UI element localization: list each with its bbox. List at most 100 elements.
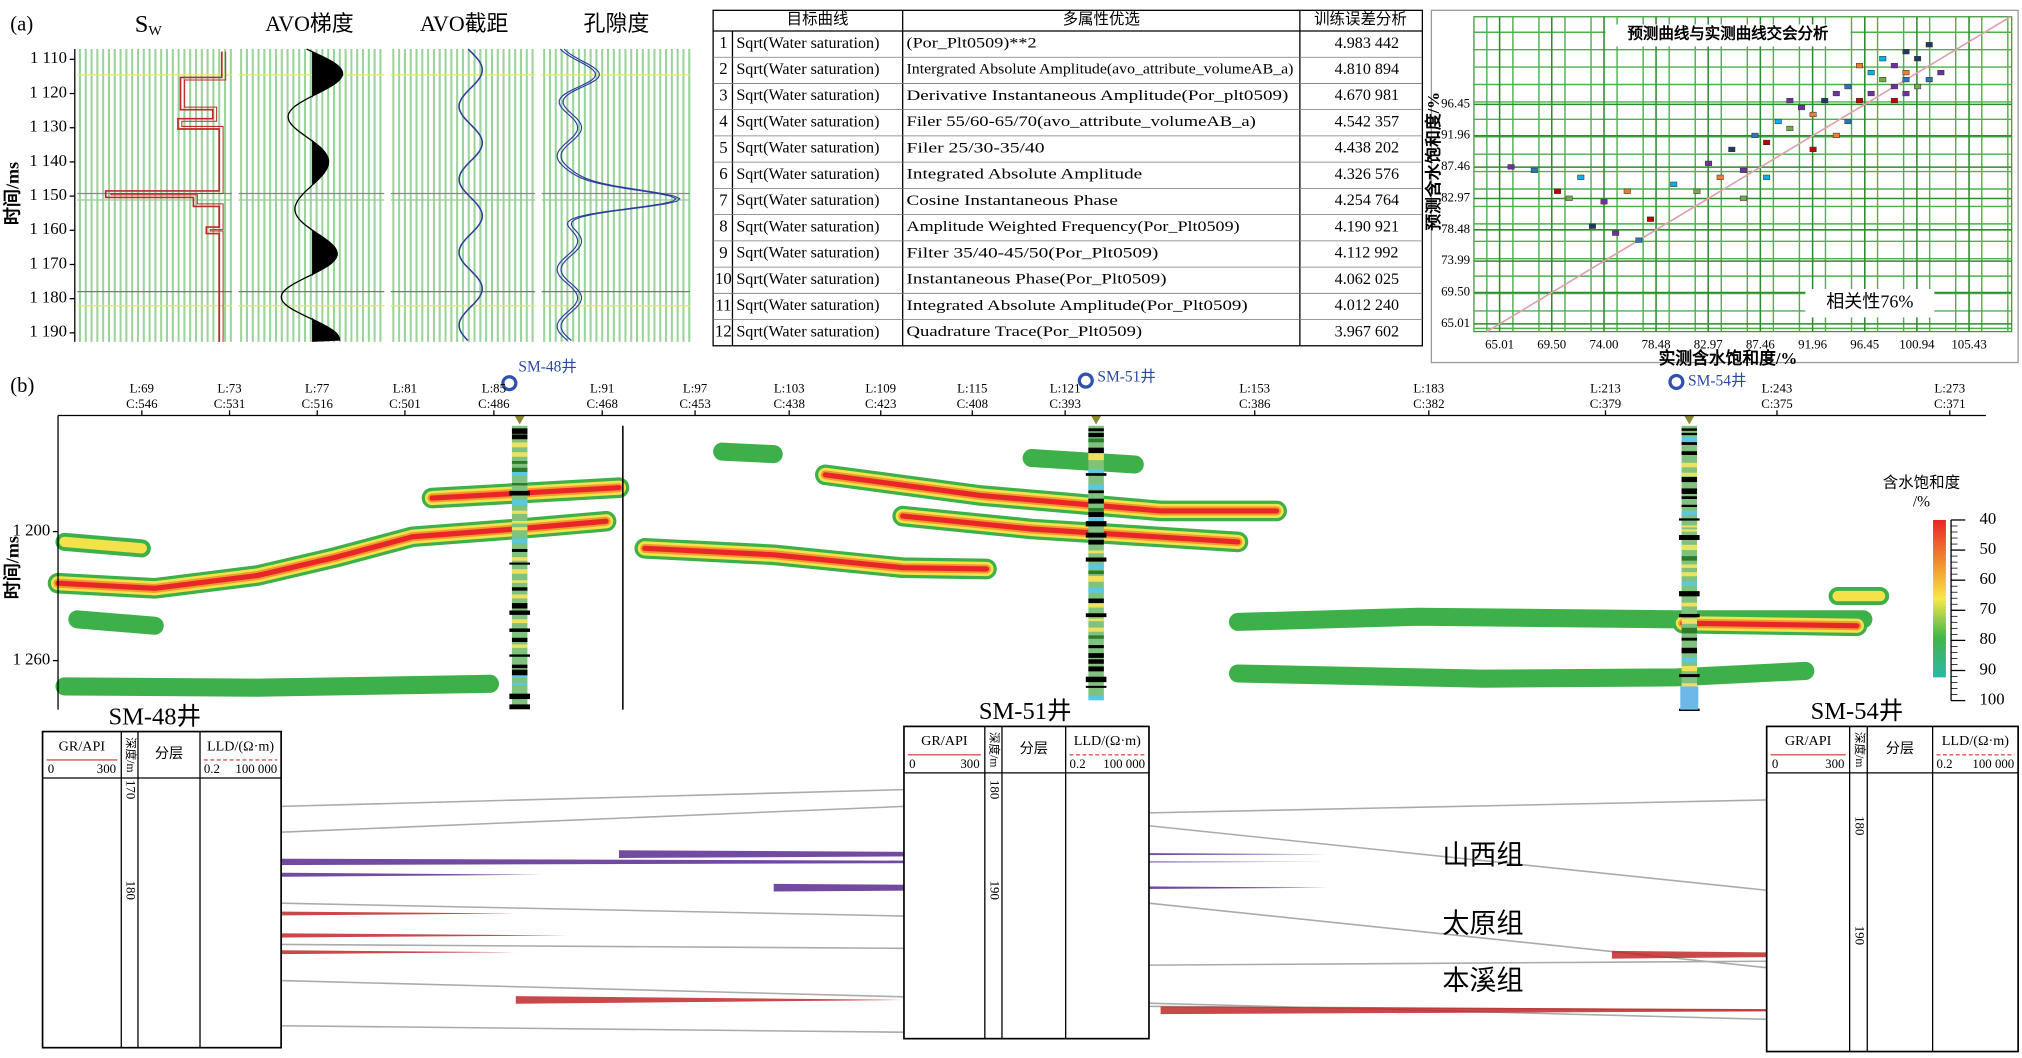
well-segment — [511, 467, 528, 473]
point — [1914, 83, 1922, 90]
gradient-fill — [312, 49, 343, 342]
well-segment — [1681, 657, 1698, 663]
well-segment — [509, 490, 531, 496]
well-segment — [1088, 587, 1104, 593]
well-segment — [1085, 676, 1107, 683]
x-tick-label: 74.00 — [1590, 338, 1619, 352]
well-name: SM-51井 — [979, 697, 1072, 725]
well-segment — [1681, 544, 1698, 551]
trace-line: L:97 — [683, 382, 708, 396]
y-tick-label: 1 130 — [29, 117, 67, 136]
wedge — [515, 996, 903, 1004]
well-segment — [1681, 572, 1698, 577]
point — [1774, 118, 1782, 125]
y-tick-label: 1 160 — [29, 219, 67, 238]
training-error: 4.254 764 — [1335, 192, 1399, 209]
wedge — [1160, 1006, 2019, 1015]
well-segment — [511, 637, 528, 643]
porosity-curve — [556, 48, 677, 342]
well-segment — [511, 580, 528, 583]
target-curve: Sqrt(Water saturation) — [736, 166, 879, 183]
well-segment — [511, 664, 528, 669]
well-segment — [1681, 665, 1698, 672]
well-segment — [1088, 564, 1104, 569]
well-segment — [1085, 557, 1107, 562]
trace-line: L:85 — [482, 382, 506, 396]
well-segment — [1678, 708, 1700, 711]
trace-line: L:103 — [774, 382, 805, 396]
well-segment — [511, 569, 528, 574]
well-segment — [1088, 458, 1104, 461]
well-segment — [1085, 473, 1107, 476]
point — [1565, 195, 1573, 201]
colorbar-tick-label: 90 — [1979, 659, 1996, 678]
well-segment — [1088, 618, 1104, 622]
well-segment — [509, 704, 531, 710]
well-segment — [1088, 447, 1104, 454]
training-error: 4.326 576 — [1335, 166, 1399, 183]
target-curve: Sqrt(Water saturation) — [736, 61, 879, 78]
panel-label: (a) — [10, 14, 33, 36]
well-top — [1684, 415, 1695, 425]
lld-label: LLD/(Ω·m) — [1942, 733, 2009, 749]
well-segment — [1088, 432, 1104, 438]
point — [1588, 223, 1596, 229]
well-segment — [1678, 674, 1700, 678]
well-segment — [1681, 529, 1698, 532]
well-segment — [1681, 477, 1698, 483]
well-segment — [511, 644, 528, 648]
well-icon — [501, 375, 518, 392]
trace-line: L:91 — [590, 382, 614, 396]
intercept-curve — [458, 48, 484, 342]
annotation-bg — [1805, 289, 1935, 318]
target-curve: Sqrt(Water saturation) — [736, 271, 879, 288]
sw-curve — [104, 51, 223, 342]
colorbar-tick-label: 100 — [1979, 689, 2004, 708]
y-axis-label: 时间/ms — [2, 536, 22, 599]
well-segment — [1678, 535, 1700, 540]
point — [1507, 164, 1515, 170]
point — [1902, 49, 1910, 55]
row-index: 12 — [715, 322, 732, 341]
trace-cdp: C:546 — [126, 397, 158, 411]
y-tick-label: 1 170 — [29, 253, 67, 272]
saturation-body — [642, 545, 990, 572]
well-name: SM-51井 — [1097, 368, 1155, 386]
point — [1925, 42, 1933, 48]
log-frame — [41, 730, 282, 1049]
training-error: 4.012 240 — [1335, 297, 1399, 314]
trace-cdp: C:371 — [1934, 397, 1965, 411]
well-segment — [511, 510, 528, 514]
lld-max: 100 000 — [235, 762, 277, 776]
y-tick-label: 87.46 — [1441, 159, 1471, 173]
layer-label: 分层 — [1886, 741, 1914, 757]
trace-cdp: C:379 — [1590, 397, 1621, 411]
trace-line: L:153 — [1239, 382, 1270, 396]
x-tick-label: 65.01 — [1485, 338, 1514, 352]
y-tick-label: 1 150 — [29, 185, 67, 204]
attribute: (Por_Plt0509)**2 — [907, 35, 1037, 51]
well-segment — [511, 669, 528, 676]
lld-min: 0.2 — [1937, 757, 1953, 771]
target-curve: Sqrt(Water saturation) — [736, 218, 879, 235]
point — [1902, 90, 1910, 97]
x-tick-label: 91.96 — [1798, 338, 1828, 352]
well-name: SM-54井 — [1688, 371, 1746, 389]
well-segment — [1088, 438, 1104, 443]
point — [1577, 174, 1585, 180]
well-segment — [1681, 436, 1698, 443]
title-bg — [1605, 24, 1851, 47]
x-tick-label: 87.46 — [1746, 338, 1776, 352]
gr-label: GR/API — [921, 733, 968, 749]
point — [1890, 83, 1898, 90]
track-header: 孔隙度 — [584, 11, 650, 36]
attribute: Quadrature Trace(Por_Plt0509) — [907, 324, 1143, 340]
point — [1925, 77, 1933, 83]
well-segment — [511, 520, 528, 524]
well-segment — [1088, 575, 1104, 582]
depth-tick: 180 — [987, 780, 1001, 799]
lld-min: 0.2 — [204, 762, 220, 776]
training-error: 4.112 992 — [1335, 245, 1399, 262]
well-segment — [1681, 510, 1698, 515]
lld-label: LLD/(Ω·m) — [1074, 733, 1141, 749]
